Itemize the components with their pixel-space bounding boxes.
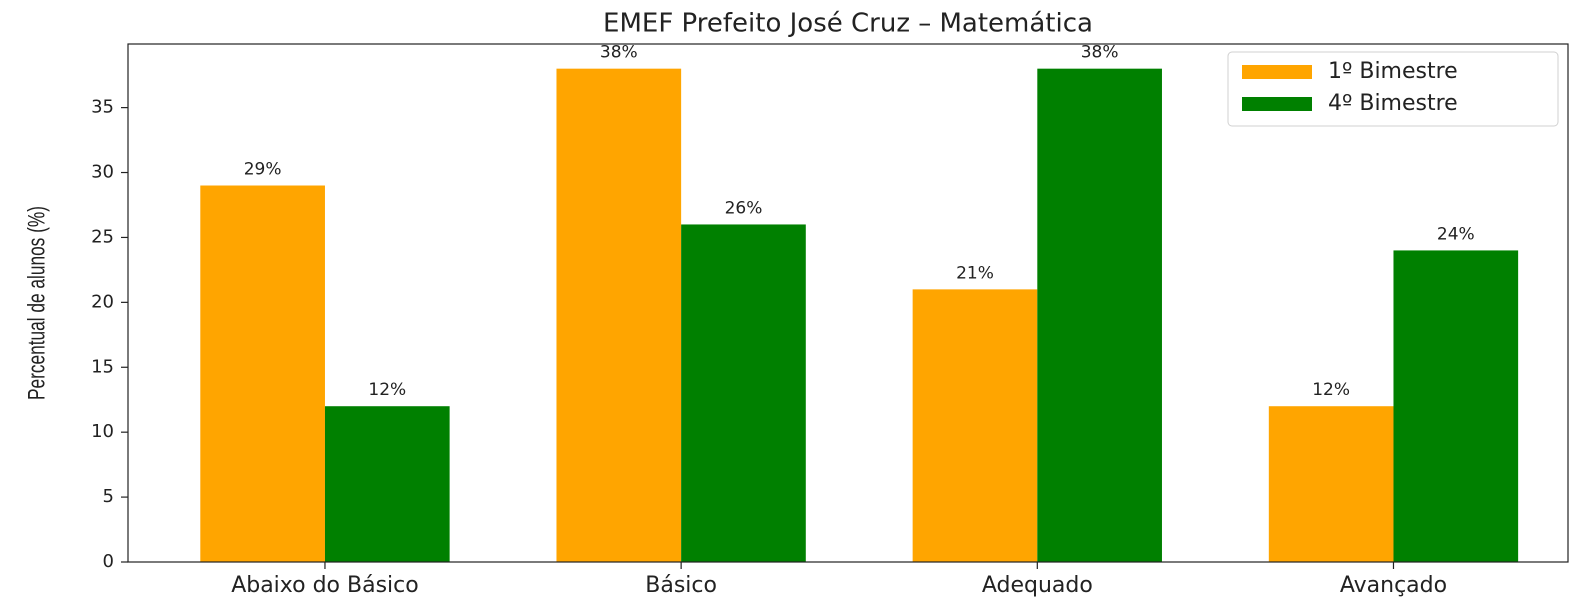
y-tick-label: 15 <box>91 356 114 377</box>
value-label: 12% <box>1312 380 1350 400</box>
y-axis-label: Percentual de alunos (%) <box>24 206 50 400</box>
value-label: 26% <box>725 198 763 218</box>
y-tick-label: 20 <box>91 291 114 312</box>
x-tick-label: Abaixo do Básico <box>231 573 419 598</box>
legend-swatch <box>1242 65 1312 79</box>
bar <box>681 224 806 562</box>
chart-title: EMEF Prefeito José Cruz – Matemática <box>603 9 1093 39</box>
y-tick-label: 25 <box>91 226 114 247</box>
value-label: 38% <box>600 43 638 63</box>
value-label: 21% <box>956 263 994 283</box>
bar <box>556 68 682 563</box>
bar <box>1037 68 1162 563</box>
y-tick-label: 35 <box>91 97 114 118</box>
bar <box>912 289 1038 562</box>
value-label: 12% <box>368 380 406 400</box>
legend-swatch <box>1242 97 1312 111</box>
y-tick-label: 10 <box>91 421 114 442</box>
y-tick-label: 0 <box>103 551 114 572</box>
value-label: 29% <box>244 160 282 180</box>
x-tick-label: Básico <box>645 573 717 598</box>
value-label: 38% <box>1081 43 1119 63</box>
bar <box>1393 250 1519 562</box>
plot-frame <box>127 43 1569 563</box>
y-tick-label: 5 <box>103 486 114 507</box>
bar <box>324 406 450 562</box>
legend-label: 4º Bimestre <box>1328 91 1458 116</box>
x-tick-label: Avançado <box>1340 573 1447 598</box>
y-tick-label: 30 <box>91 162 114 183</box>
x-tick-label: Adequado <box>982 573 1093 598</box>
legend-label: 1º Bimestre <box>1328 59 1458 84</box>
bar <box>1268 406 1394 562</box>
bar <box>200 185 325 562</box>
value-label: 24% <box>1437 224 1475 244</box>
